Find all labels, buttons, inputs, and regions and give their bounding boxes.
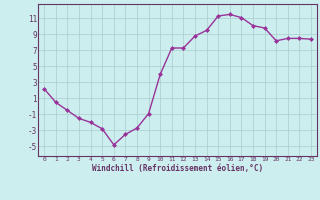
X-axis label: Windchill (Refroidissement éolien,°C): Windchill (Refroidissement éolien,°C) xyxy=(92,164,263,173)
